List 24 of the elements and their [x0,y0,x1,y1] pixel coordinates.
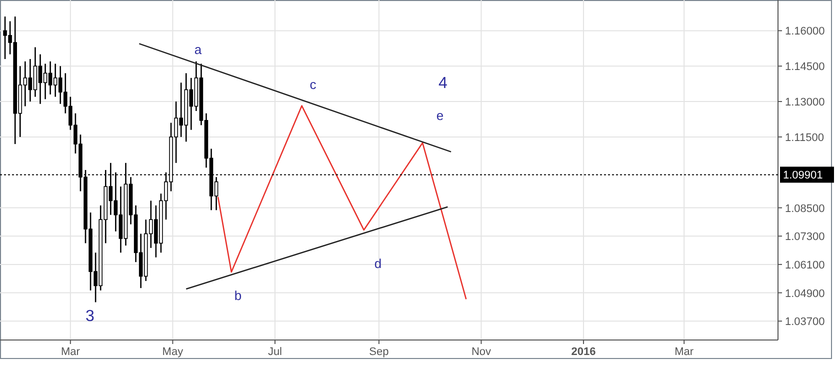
y-tick-label: 1.11500 [785,132,824,144]
annotation: a [194,42,202,57]
y-tick-label: 1.08500 [785,202,825,215]
y-tick-label: 1.14500 [785,61,825,74]
x-tick-label: Sep [369,346,389,358]
x-tick-label: Jul [268,346,282,358]
annotation: 4 [438,75,448,92]
y-tick-label: 1.03700 [785,316,825,328]
annotation: b [234,288,242,303]
y-tick-label: 1.04900 [785,288,825,300]
x-tick-label: Nov [471,346,492,358]
x-tick-label: Mar [674,346,694,358]
annotation: e [436,108,444,123]
x-tick-label: Mar [60,346,80,358]
annotation: 3 [86,308,95,325]
y-tick-label: 1.16000 [785,26,825,38]
x-tick-label: 2016 [571,346,596,358]
y-tick-label: 1.06100 [785,259,825,272]
annotation: d [374,256,382,271]
annotation: c [310,77,317,92]
ref-line-label: 1.09901 [783,170,823,182]
y-tick-label: 1.07300 [785,231,825,244]
y-tick-label: 1.13000 [785,96,825,109]
x-tick-label: May [162,346,184,358]
